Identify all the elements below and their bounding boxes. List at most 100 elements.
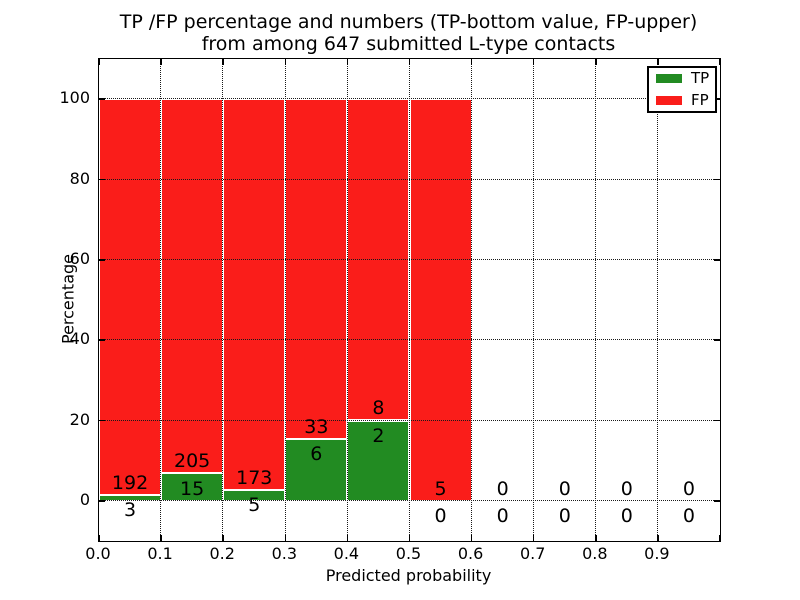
gridline-x <box>657 59 659 541</box>
x-tick-label: 0.5 <box>395 544 422 563</box>
x-tick-mark <box>470 535 473 541</box>
fp-count-label: 173 <box>236 466 273 489</box>
fp-bar <box>161 99 224 474</box>
x-tick-mark-top <box>595 59 597 65</box>
x-tick-mark-top <box>284 59 287 65</box>
x-tick-mark-top <box>346 59 349 65</box>
fp-count-label: 205 <box>174 450 211 473</box>
tp-count-label: 0 <box>434 505 447 528</box>
x-tick-mark <box>408 535 411 541</box>
chart-title: TP /FP percentage and numbers (TP-bottom… <box>98 11 719 55</box>
legend: TP FP <box>647 66 717 113</box>
y-tick-label: 100 <box>59 88 90 108</box>
gridline-x <box>284 59 286 541</box>
gridline-x <box>160 59 162 541</box>
fp-swatch <box>656 96 682 105</box>
fp-count-label: 33 <box>304 415 329 438</box>
tp-count-label: 0 <box>558 505 571 528</box>
legend-item: TP <box>656 69 710 87</box>
y-tick-mark <box>99 500 105 502</box>
gridline-x <box>595 59 597 541</box>
plot-area: TP FP 192 3 205 15 173 5 33 6 8 2 5 0 0 0 0 0 0 0 0 0 <box>98 58 721 542</box>
fp-count-label: 192 <box>111 471 149 494</box>
fp-bar <box>223 99 286 490</box>
x-tick-label: 0.7 <box>519 544 546 563</box>
y-tick-mark-right <box>714 339 720 341</box>
y-tick-mark-right <box>714 178 720 181</box>
y-tick-label: 40 <box>69 329 90 349</box>
y-tick-mark-right <box>714 419 720 422</box>
gridline-x <box>222 59 224 541</box>
x-tick-label: 0.4 <box>333 544 360 563</box>
x-tick-mark-top <box>222 59 224 65</box>
x-tick-mark <box>98 535 100 541</box>
gridline-y <box>99 98 720 100</box>
y-tick-label: 60 <box>69 248 90 268</box>
gridline-x <box>346 59 348 541</box>
gridline-x <box>532 59 534 541</box>
x-tick-mark-top <box>719 59 721 65</box>
fp-bar <box>285 99 348 440</box>
fp-count-label: 0 <box>496 477 509 500</box>
tp-count-label: 2 <box>372 424 385 447</box>
gridline-y <box>99 259 720 261</box>
chart-title-line2: from among 647 submitted L-type contacts <box>201 33 616 55</box>
x-tick-mark-top <box>408 59 411 65</box>
tp-count-label: 6 <box>310 443 323 466</box>
gridline-y <box>99 178 720 180</box>
x-tick-mark-top <box>657 59 659 65</box>
tp-swatch <box>656 74 682 83</box>
x-tick-label: 0.3 <box>271 544 298 563</box>
legend-item-label: TP <box>691 69 710 87</box>
x-tick-mark <box>160 535 162 541</box>
fp-count-label: 5 <box>434 477 447 500</box>
x-tick-mark <box>284 535 287 541</box>
x-tick-label: 0.9 <box>644 544 670 563</box>
x-tick-mark <box>222 535 224 541</box>
gridline-y <box>99 339 720 341</box>
fp-bar <box>409 99 472 501</box>
fp-bar <box>99 99 162 495</box>
y-tick-mark <box>99 98 105 100</box>
gridline-y <box>99 500 720 502</box>
y-tick-mark-right <box>714 259 720 261</box>
x-axis-label: Predicted probability <box>325 566 492 585</box>
x-tick-mark <box>657 535 659 541</box>
legend-item-label: FP <box>691 91 709 109</box>
tp-count-label: 0 <box>682 505 695 528</box>
y-tick-mark-right <box>714 500 720 502</box>
y-tick-mark <box>99 178 105 181</box>
x-tick-mark-top <box>470 59 473 65</box>
fp-count-label: 0 <box>620 477 633 500</box>
tp-count-label: 0 <box>496 505 509 528</box>
x-tick-mark-top <box>532 59 535 65</box>
tp-count-label: 3 <box>124 498 137 521</box>
x-tick-label: 0.1 <box>147 544 173 563</box>
fp-count-label: 0 <box>682 477 695 500</box>
x-tick-mark <box>532 535 535 541</box>
y-tick-mark-right <box>714 98 720 100</box>
chart-title-line1: TP /FP percentage and numbers (TP-bottom… <box>119 11 698 33</box>
y-tick-mark <box>99 259 105 261</box>
x-tick-mark <box>346 535 349 541</box>
x-tick-mark-top <box>160 59 162 65</box>
gridline-x <box>408 59 410 541</box>
legend-item: FP <box>656 91 709 109</box>
fp-count-label: 0 <box>558 477 571 500</box>
x-tick-mark <box>595 535 597 541</box>
tp-count-label: 5 <box>248 493 261 516</box>
x-tick-mark <box>719 535 721 541</box>
y-tick-mark <box>99 339 105 341</box>
gridline-y <box>99 419 720 421</box>
tp-count-label: 15 <box>180 477 205 500</box>
x-tick-label: 0.2 <box>209 544 235 563</box>
x-tick-label: 0.0 <box>85 544 111 563</box>
y-tick-mark <box>99 419 105 422</box>
x-tick-label: 0.8 <box>582 544 608 563</box>
x-tick-mark-top <box>98 59 100 65</box>
y-tick-label: 80 <box>69 168 90 188</box>
y-tick-label: 20 <box>69 409 90 429</box>
tp-count-label: 0 <box>620 505 633 528</box>
gridline-x <box>470 59 472 541</box>
